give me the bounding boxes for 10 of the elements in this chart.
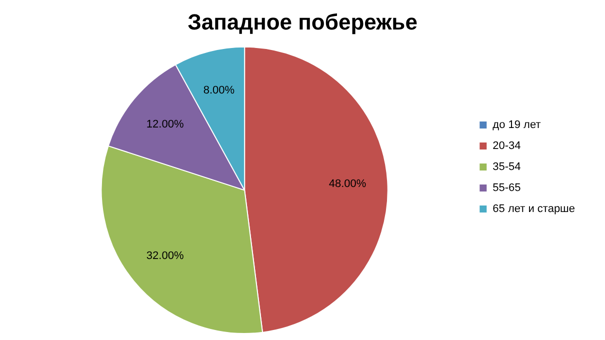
- legend-label: 20-34: [492, 140, 521, 152]
- legend-label: 65 лет и старше: [492, 203, 576, 216]
- data-label: 12.00%: [146, 118, 184, 130]
- data-label: 48.00%: [328, 178, 366, 190]
- data-label: 8.00%: [203, 84, 235, 96]
- chart-title: Западное побережье: [188, 9, 418, 34]
- data-label: 32.00%: [146, 250, 184, 262]
- legend-label: 35-54: [492, 161, 521, 174]
- legend-label: 55-65: [492, 182, 521, 194]
- legend-label: до 19 лет: [492, 119, 541, 132]
